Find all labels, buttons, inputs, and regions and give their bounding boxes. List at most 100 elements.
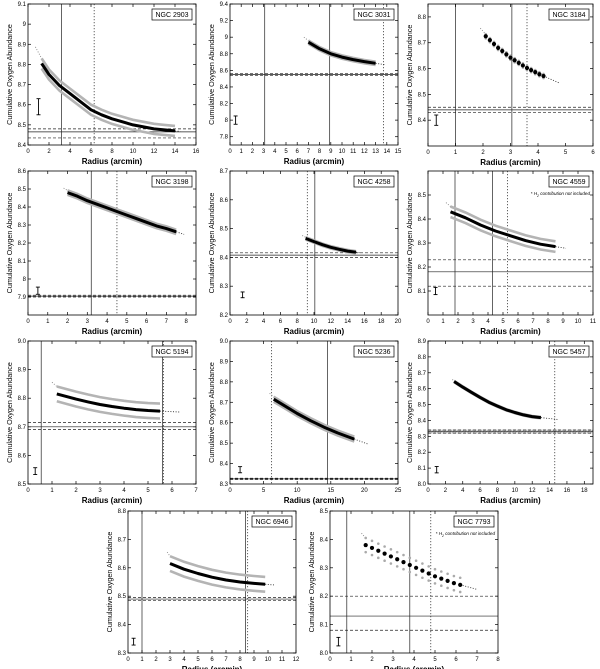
x-tick-label: 7 [194,488,198,494]
y-tick-label: 8.1 [418,289,427,295]
x-tick-label: 6 [516,319,520,325]
x-tick-label: 5 [196,657,200,663]
y-tick-label: 8.8 [220,380,229,386]
y-tick-label: 8.1 [320,623,329,629]
y-tick-label: 9 [225,35,229,41]
plot-area [28,341,196,484]
h2-note: * H2 contribution not included [436,531,496,538]
x-tick-label: 14 [172,149,179,155]
x-tick-label: 8 [110,149,114,155]
x-axis-label: Radius (arcmin) [480,158,541,167]
y-tick-label: 7.9 [18,295,27,301]
x-tick-label: 6 [210,657,214,663]
data-point [407,562,412,568]
x-tick-label: 1 [50,488,54,494]
plot-area [230,4,398,145]
x-tick-label: 6 [478,488,482,494]
data-point [382,551,387,556]
data-point [395,557,400,562]
y-tick-label: 8.5 [220,441,229,447]
x-tick-label: 1 [454,150,458,156]
x-tick-label: 0 [228,149,232,155]
uncertainty-point [433,582,437,585]
x-tick-label: 8 [546,319,550,325]
x-tick-label: 16 [564,488,571,494]
uncertainty-point [458,590,462,594]
uncertainty-point [408,570,412,574]
data-point [369,545,375,551]
y-tick-label: 8.4 [220,255,229,261]
y-tick-label: 9.2 [220,19,229,25]
x-tick-label: 0 [426,319,430,325]
y-axis-label: Cumulative Oxygen Abundance [5,362,14,463]
data-point [487,38,492,43]
x-tick-label: 4 [105,319,109,325]
y-tick-label: 8.5 [418,403,427,409]
plot-frame [427,3,594,147]
extrapolation-lower [176,231,185,235]
data-point [529,67,534,73]
y-axis-label: Cumulative Oxygen Abundance [5,193,14,294]
uncertainty-point [383,559,386,562]
panel-ngc-3198: 0 1 2 3 4 5 6 7 8 7.9 8 8.1 8.2 8.3 8.4 8.5 8.6 Radius (a… [5,169,197,336]
series-line [305,236,357,254]
x-axis-label: Radius (arcmin) [384,665,445,669]
y-tick-label: 8.9 [418,339,427,345]
y-tick-label: 8.8 [18,62,27,68]
y-tick-label: 9.0 [18,339,27,345]
x-tick-label: 2 [66,319,70,325]
data-point [420,568,425,573]
galaxy-label: NGC 2903 [155,12,188,19]
x-tick-label: 8 [318,149,322,155]
x-tick-label: 6 [591,150,595,156]
uncertainty-point [440,570,443,573]
data-point [401,560,406,565]
x-tick-label: 2 [74,488,78,494]
y-tick-label: 8.5 [418,193,427,199]
x-tick-label: 4 [536,150,540,156]
x-tick-label: 3 [471,319,475,325]
panel-ngc-6946: 01234567891011128.38.48.58.68.78.8Radius… [105,509,300,669]
x-tick-label: 5 [501,319,505,325]
y-tick-label: 8.5 [220,227,229,233]
x-tick-label: 10 [130,149,137,155]
data-point [524,65,530,71]
y-tick-label: 8.7 [18,425,27,431]
y-tick-label: 8.4 [418,418,427,424]
extrapolation-upper [51,381,58,387]
x-tick-label: 11 [590,319,597,325]
x-tick-label: 0 [126,657,130,663]
x-tick-label: 15 [395,149,402,155]
y-tick-label: 8.3 [118,651,127,657]
y-tick-label: 8.3 [220,284,229,290]
y-tick-label: 9.4 [220,2,229,8]
y-tick-label: 8.5 [320,509,329,515]
x-axis-label: Radius (arcmin) [480,327,541,336]
x-tick-label: 8 [184,319,188,325]
y-tick-label: 8.2 [418,265,427,271]
x-tick-label: 0 [228,488,232,494]
x-tick-label: 18 [378,319,385,325]
x-axis-label: Radius (arcmin) [82,157,143,166]
uncertainty-upper [40,57,176,128]
x-tick-label: 12 [293,657,300,663]
x-tick-label: 10 [311,319,318,325]
plot-area [330,511,498,653]
galaxy-label-box [353,175,395,188]
y-axis-label: Cumulative Oxygen Abundance [405,25,414,126]
y-tick-label: 9 [23,22,27,28]
galaxy-label-box [548,345,590,358]
x-axis-label: Radius (arcmin) [284,496,345,505]
x-tick-label: 18 [581,488,588,494]
galaxy-label: NGC 4559 [552,179,585,186]
uncertainty-point [414,573,418,577]
galaxy-label-box [353,8,395,21]
plot-frame [229,3,399,146]
x-tick-label: 12 [529,488,536,494]
y-tick-label: 8.2 [18,241,27,247]
y-tick-label: 8.3 [320,566,329,572]
y-tick-label: 8.7 [18,83,27,89]
x-tick-label: 4 [461,488,465,494]
x-tick-label: 8 [496,488,500,494]
panel-ngc-5236: 0 5 10 15 20 25 8.3 8.4 8.5 8.6 8.7 8.8 8.9 9.0 Radius… [207,339,402,505]
